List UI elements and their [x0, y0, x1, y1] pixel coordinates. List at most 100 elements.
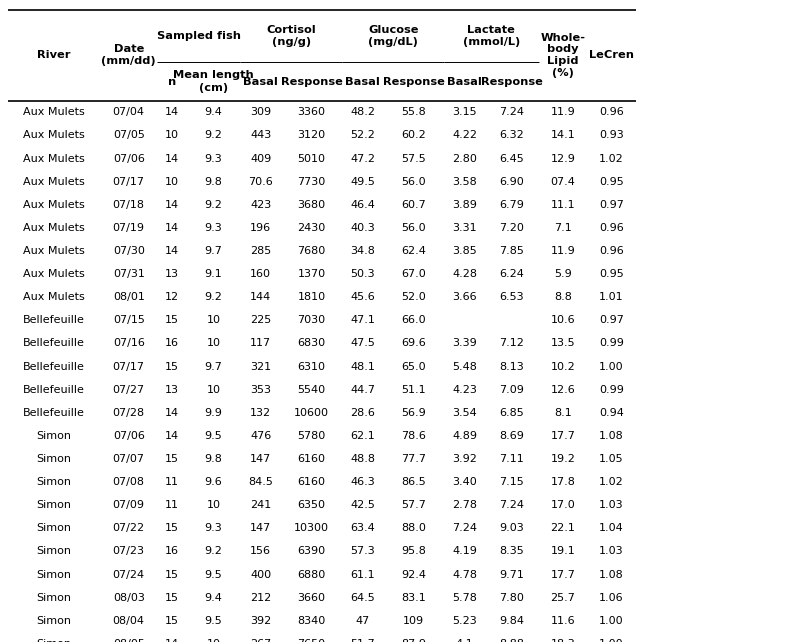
- Text: Aux Mulets: Aux Mulets: [24, 200, 85, 210]
- Text: 6830: 6830: [298, 338, 326, 349]
- Text: Aux Mulets: Aux Mulets: [24, 177, 85, 187]
- Text: 1.02: 1.02: [599, 477, 624, 487]
- Text: 84.5: 84.5: [248, 477, 273, 487]
- Text: 8.13: 8.13: [499, 361, 524, 372]
- Text: 109: 109: [403, 616, 424, 626]
- Text: 7.12: 7.12: [499, 338, 524, 349]
- Text: Simon: Simon: [37, 569, 71, 580]
- Text: 48.1: 48.1: [350, 361, 375, 372]
- Text: 0.96: 0.96: [599, 246, 624, 256]
- Text: 07/16: 07/16: [113, 338, 144, 349]
- Text: 3.39: 3.39: [452, 338, 477, 349]
- Text: 12: 12: [165, 292, 179, 302]
- Text: 48.2: 48.2: [350, 107, 375, 117]
- Text: 3.31: 3.31: [452, 223, 477, 233]
- Text: 4.1: 4.1: [456, 639, 473, 642]
- Text: 6.32: 6.32: [499, 130, 524, 141]
- Text: 12.6: 12.6: [550, 385, 575, 395]
- Text: 4.28: 4.28: [452, 269, 477, 279]
- Text: 5010: 5010: [298, 153, 326, 164]
- Text: Aux Mulets: Aux Mulets: [24, 246, 85, 256]
- Text: 47.5: 47.5: [350, 338, 375, 349]
- Text: 07/17: 07/17: [113, 361, 144, 372]
- Text: 7.20: 7.20: [499, 223, 524, 233]
- Text: 11.6: 11.6: [550, 616, 575, 626]
- Text: 46.4: 46.4: [350, 200, 375, 210]
- Text: 0.94: 0.94: [599, 408, 624, 418]
- Text: 0.96: 0.96: [599, 223, 624, 233]
- Text: 6.53: 6.53: [499, 292, 524, 302]
- Text: 67.0: 67.0: [401, 269, 426, 279]
- Text: 6160: 6160: [298, 454, 326, 464]
- Text: Aux Mulets: Aux Mulets: [24, 292, 85, 302]
- Text: Lactate
(mmol/L): Lactate (mmol/L): [463, 25, 520, 47]
- Text: 87.9: 87.9: [401, 639, 426, 642]
- Text: 47: 47: [356, 616, 370, 626]
- Text: 45.6: 45.6: [350, 292, 375, 302]
- Text: 6.90: 6.90: [499, 177, 524, 187]
- Text: 57.5: 57.5: [401, 153, 426, 164]
- Text: 7.85: 7.85: [499, 246, 524, 256]
- Text: 6160: 6160: [298, 477, 326, 487]
- Text: 07/19: 07/19: [113, 223, 144, 233]
- Text: 10: 10: [165, 130, 179, 141]
- Text: 6.85: 6.85: [499, 408, 524, 418]
- Text: Aux Mulets: Aux Mulets: [24, 153, 85, 164]
- Text: 15: 15: [165, 315, 179, 325]
- Text: Aux Mulets: Aux Mulets: [24, 223, 85, 233]
- Text: 321: 321: [250, 361, 271, 372]
- Text: 9.2: 9.2: [205, 292, 222, 302]
- Text: 117: 117: [250, 338, 271, 349]
- Text: 12.9: 12.9: [550, 153, 575, 164]
- Text: 9.5: 9.5: [205, 431, 222, 441]
- Text: 16: 16: [165, 338, 179, 349]
- Text: 14: 14: [165, 246, 179, 256]
- Text: 196: 196: [250, 223, 271, 233]
- Text: 3660: 3660: [298, 593, 326, 603]
- Text: 64.5: 64.5: [350, 593, 375, 603]
- Text: 3.66: 3.66: [452, 292, 477, 302]
- Text: 9.8: 9.8: [205, 454, 222, 464]
- Text: 3360: 3360: [298, 107, 326, 117]
- Text: 8.69: 8.69: [499, 431, 524, 441]
- Text: 14: 14: [165, 200, 179, 210]
- Text: 9.84: 9.84: [499, 616, 524, 626]
- Text: 3.92: 3.92: [452, 454, 477, 464]
- Text: 50.3: 50.3: [350, 269, 375, 279]
- Text: 10600: 10600: [294, 408, 329, 418]
- Text: 62.1: 62.1: [350, 431, 375, 441]
- Text: 0.96: 0.96: [599, 107, 624, 117]
- Text: 07/08: 07/08: [113, 477, 144, 487]
- Text: 60.2: 60.2: [401, 130, 426, 141]
- Text: 07/07: 07/07: [113, 454, 144, 464]
- Text: 144: 144: [250, 292, 272, 302]
- Text: Response: Response: [481, 76, 542, 87]
- Text: 2.80: 2.80: [452, 153, 477, 164]
- Text: 40.3: 40.3: [350, 223, 375, 233]
- Text: 0.99: 0.99: [599, 338, 624, 349]
- Text: 1.02: 1.02: [599, 153, 624, 164]
- Text: 07/22: 07/22: [113, 523, 144, 534]
- Text: 309: 309: [250, 107, 271, 117]
- Text: 1810: 1810: [298, 292, 326, 302]
- Text: 6.24: 6.24: [499, 269, 524, 279]
- Text: 1.06: 1.06: [599, 593, 624, 603]
- Text: 14: 14: [165, 153, 179, 164]
- Text: 9.2: 9.2: [205, 130, 222, 141]
- Text: Response: Response: [383, 76, 444, 87]
- Text: 5.48: 5.48: [452, 361, 477, 372]
- Text: 07/17: 07/17: [113, 177, 144, 187]
- Text: 07/18: 07/18: [113, 200, 144, 210]
- Text: 132: 132: [250, 408, 271, 418]
- Text: 10.6: 10.6: [550, 315, 575, 325]
- Text: 07/09: 07/09: [113, 500, 144, 510]
- Text: 19.2: 19.2: [550, 454, 575, 464]
- Text: 7030: 7030: [298, 315, 326, 325]
- Text: 7.09: 7.09: [499, 385, 524, 395]
- Text: 1.00: 1.00: [599, 616, 624, 626]
- Text: 17.7: 17.7: [550, 569, 575, 580]
- Text: Sampled fish: Sampled fish: [156, 31, 241, 41]
- Text: 3.15: 3.15: [452, 107, 477, 117]
- Text: 476: 476: [250, 431, 272, 441]
- Text: 10.2: 10.2: [550, 361, 575, 372]
